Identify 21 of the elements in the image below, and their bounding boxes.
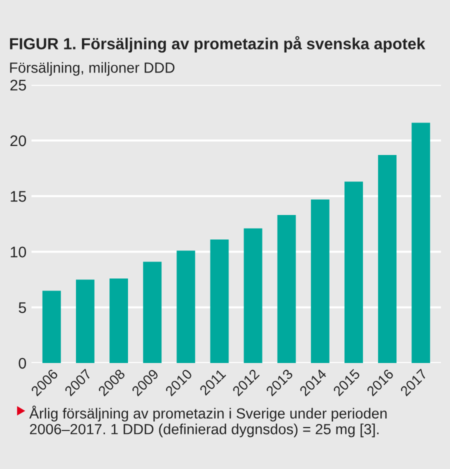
y-tick-label: 20 — [10, 135, 26, 146]
bar — [344, 182, 363, 364]
bar — [310, 199, 330, 364]
bar — [244, 228, 262, 364]
bar — [143, 262, 162, 364]
y-tick-label: 0 — [18, 358, 26, 369]
y-tick-label: 5 — [18, 302, 26, 314]
bar — [42, 290, 61, 364]
y-axis-title: Försäljning, miljoner DDD — [10, 62, 174, 76]
y-tick-label: 10 — [10, 246, 26, 258]
chart-title: FIGUR 1. Försäljning av prometazin på svenska apotek — [10, 36, 426, 53]
y-tick-label: 25 — [10, 80, 26, 91]
bar — [76, 280, 94, 364]
text: Årlig försäljning av prometazin i Sverige under perioden 2006–2017. 1 DDD (definierad dygnsdos) = 25 mg [3]. — [29, 406, 387, 438]
bar — [210, 240, 229, 364]
bar — [378, 154, 397, 364]
y-tick-label: 15 — [10, 191, 26, 202]
bar — [176, 250, 196, 364]
bar — [277, 215, 296, 364]
bar — [412, 122, 430, 364]
bar — [110, 278, 128, 364]
